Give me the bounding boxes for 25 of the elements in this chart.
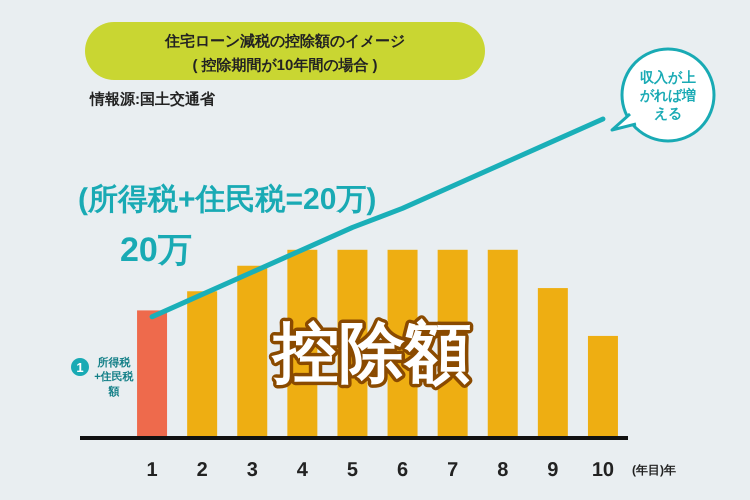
x-tick-label: 7 — [447, 459, 458, 481]
x-tick-label: 5 — [346, 459, 358, 481]
chart-subtitle: ( 控除期間が10年間の場合 ) — [192, 57, 378, 74]
x-axis-title: (年目)年 — [632, 463, 676, 477]
x-tick-label: 10 — [592, 459, 614, 481]
x-tick-label: 6 — [396, 459, 408, 481]
annotation: 所得税+住民税額 — [93, 356, 135, 399]
x-tick-label: 1 — [146, 459, 158, 481]
bar — [237, 266, 268, 438]
text: 情報源:国土交通省 — [90, 90, 215, 110]
annotation: 1 — [76, 360, 84, 375]
text: 収入が上がれば増える — [639, 68, 697, 123]
annotation: (所得税+住民税=20万) — [78, 182, 376, 218]
chart-title: 住宅ローン減税の控除額のイメージ — [164, 32, 405, 50]
bar — [588, 336, 618, 438]
x-tick-label: 4 — [296, 459, 309, 481]
bar — [488, 250, 518, 438]
x-tick-label: 3 — [246, 459, 258, 481]
bar — [137, 310, 168, 438]
x-tick-label: 9 — [547, 459, 558, 481]
annotation: 20万 — [120, 230, 192, 271]
x-tick-label: 2 — [196, 459, 208, 481]
bar — [538, 288, 568, 438]
x-tick-label: 8 — [497, 459, 508, 481]
bar — [187, 291, 218, 438]
